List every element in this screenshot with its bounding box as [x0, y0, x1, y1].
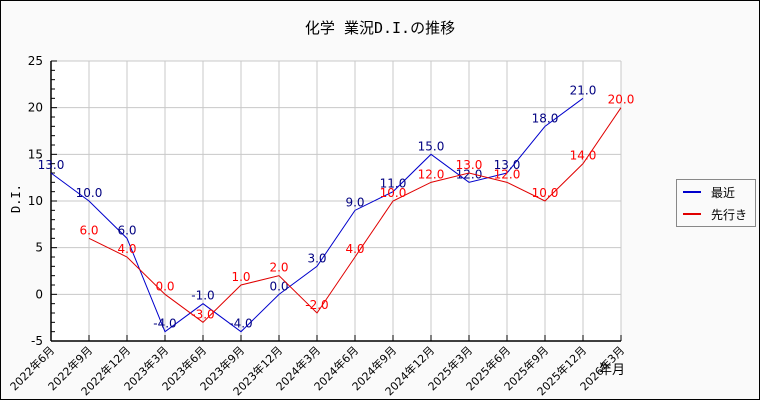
- y-tick-label: 25: [28, 54, 43, 68]
- data-label: 21.0: [570, 83, 597, 97]
- data-label: -4.0: [153, 317, 176, 331]
- legend-label: 最近: [711, 185, 736, 200]
- legend-item-recent: 最近: [677, 182, 755, 202]
- data-label: 0.0: [155, 279, 174, 293]
- chart-legend: 最近 先行き: [676, 179, 756, 227]
- data-label: 4.0: [117, 242, 136, 256]
- y-tick-label: 10: [28, 194, 43, 208]
- data-label: -1.0: [191, 289, 214, 303]
- data-label: 10.0: [532, 186, 559, 200]
- y-tick-label: 0: [35, 287, 43, 301]
- y-tick-label: -5: [31, 334, 43, 348]
- data-label: 18.0: [532, 111, 559, 125]
- y-tick-label: 5: [35, 241, 43, 255]
- data-label: 1.0: [231, 270, 250, 284]
- data-label: 6.0: [79, 223, 98, 237]
- series-line-outlook: [88, 107, 622, 323]
- data-label: 10.0: [380, 186, 407, 200]
- data-label: 9.0: [345, 195, 364, 209]
- legend-swatch-recent: [683, 191, 701, 193]
- y-tick-label: 15: [28, 147, 43, 161]
- data-label: 2.0: [269, 261, 288, 275]
- chart-title: 化学 業況D.I.の推移: [304, 19, 456, 37]
- data-label: 10.0: [76, 186, 103, 200]
- y-tick-label: 20: [28, 101, 43, 115]
- legend-swatch-outlook: [683, 213, 701, 215]
- data-label: 13.0: [494, 158, 521, 172]
- data-label: -4.0: [229, 317, 252, 331]
- data-label: 13.0: [456, 158, 483, 172]
- legend-item-outlook: 先行き: [677, 204, 755, 224]
- data-label: 12.0: [494, 167, 521, 181]
- data-label: 12.0: [418, 167, 445, 181]
- data-label: 6.0: [117, 223, 136, 237]
- data-label: 4.0: [345, 242, 364, 256]
- data-label: 20.0: [608, 93, 635, 107]
- data-label: -2.0: [305, 298, 328, 312]
- x-axis-label: 年月: [599, 363, 626, 378]
- data-label: 12.0: [456, 167, 483, 181]
- y-axis-label: D.I.: [9, 184, 23, 213]
- legend-label: 先行き: [711, 207, 748, 222]
- data-label: -3.0: [191, 307, 214, 321]
- data-label: 14.0: [570, 149, 597, 163]
- data-label: 11.0: [380, 177, 407, 191]
- data-label: 0.0: [269, 279, 288, 293]
- data-label: 15.0: [418, 139, 445, 153]
- data-label: 3.0: [307, 251, 326, 265]
- data-label: 13.0: [38, 158, 65, 172]
